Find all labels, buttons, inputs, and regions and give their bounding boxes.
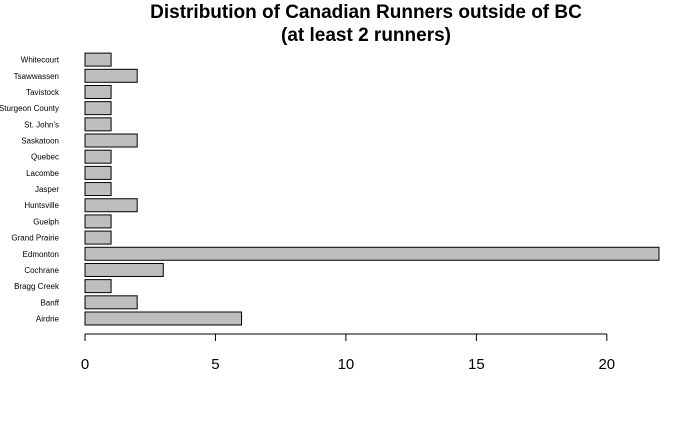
bar-huntsville [84, 198, 138, 213]
x-axis: 0 5 10 15 20 [81, 333, 615, 373]
category-label: Tavistock [26, 88, 60, 97]
x-tick-label: 0 [81, 356, 89, 373]
x-tick-label: 10 [338, 356, 355, 373]
bar-st-john-s [84, 117, 112, 132]
category-label: Lacombe [26, 169, 59, 178]
category-label: Airdrie [36, 315, 60, 324]
category-label: Saskatoon [21, 137, 59, 146]
x-tick-label: 15 [468, 356, 485, 373]
x-tick-label: 20 [598, 356, 615, 373]
chart-subtitle: (at least 2 runners) [281, 25, 451, 46]
category-label: Edmonton [23, 250, 59, 259]
bar-saskatoon [84, 133, 138, 148]
bar-jasper [84, 182, 112, 197]
category-label: Grand Prairie [11, 234, 59, 243]
bar-guelph [84, 214, 112, 229]
bar-lacombe [84, 165, 112, 180]
bar-quebec [84, 149, 112, 164]
category-label: Whitecourt [21, 56, 60, 65]
chart-title: Distribution of Canadian Runners outside… [150, 2, 582, 23]
category-label: St. John's [24, 120, 59, 129]
bar-airdrie [84, 311, 243, 326]
bar-grand-prairie [84, 230, 112, 245]
category-label: Huntsville [24, 201, 59, 210]
category-label: Sturgeon County [0, 104, 59, 113]
bar-whitecourt [84, 52, 112, 67]
bar-bragg-creek [84, 279, 112, 294]
category-label: Quebec [31, 153, 59, 162]
x-tick-label: 5 [211, 356, 219, 373]
category-label: Banff [40, 298, 59, 307]
bar-tavistock [84, 84, 112, 99]
bar-sturgeon-county [84, 101, 112, 116]
bar-edmonton [84, 246, 660, 261]
category-label: Guelph [33, 217, 59, 226]
category-label: Cochrane [24, 266, 59, 275]
category-label: Jasper [35, 185, 59, 194]
category-labels-group: Airdrie Banff Bragg Creek Cochrane Edmonton G… [0, 56, 60, 324]
category-label: Bragg Creek [14, 282, 60, 291]
category-label: Tsawwassen [14, 72, 59, 81]
bar-tsawwassen [84, 68, 138, 83]
bar-cochrane [84, 262, 164, 277]
bar-banff [84, 295, 138, 310]
bars-group [84, 52, 660, 326]
